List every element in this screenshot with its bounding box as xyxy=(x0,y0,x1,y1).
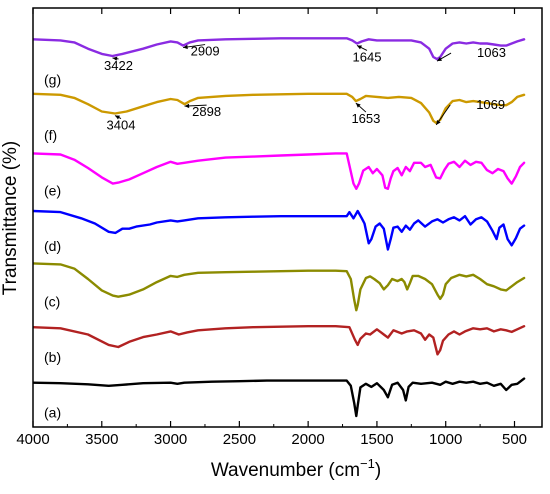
y-axis-title: Transmittance (%) xyxy=(0,141,21,296)
x-tick-layer: 4000 3500 3000 2500 2000 1500 1000 500 xyxy=(16,8,527,448)
x-axis-title-main: Wavenumber (cm xyxy=(211,460,360,481)
annotation-layer: 3422 2909 1645 1063 3404 2898 1653 1069 xyxy=(104,44,506,133)
x-tick-label-4000: 4000 xyxy=(16,431,49,448)
annotation-label: 1063 xyxy=(477,45,506,60)
series-line-g xyxy=(33,37,526,61)
annotation-arrowhead xyxy=(436,120,441,125)
annotation-label: 3404 xyxy=(107,118,136,133)
x-tick-label-3000: 3000 xyxy=(154,431,187,448)
annotation-label: 1645 xyxy=(353,50,382,65)
annotation-1069: 1069 xyxy=(435,97,505,126)
x-axis-title-close: ) xyxy=(375,460,381,481)
annotation-label: 3422 xyxy=(104,58,133,73)
annotation-label: 1069 xyxy=(476,97,505,112)
annotation-arrowhead xyxy=(183,44,188,50)
annotation-arrowhead xyxy=(355,103,361,108)
curve-label-a: (a) xyxy=(44,404,61,420)
x-tick-label-500: 500 xyxy=(502,431,527,448)
annotation-2909: 2909 xyxy=(183,44,220,59)
annotation-arrowhead xyxy=(356,45,362,50)
series-line-a xyxy=(33,377,526,418)
annotation-2898: 2898 xyxy=(184,103,221,119)
annotation-arrowhead xyxy=(184,103,190,109)
series-line-f xyxy=(33,92,526,125)
x-tick-label-2500: 2500 xyxy=(223,431,256,448)
series-line-b xyxy=(33,325,526,356)
series-line-e xyxy=(33,152,526,190)
annotation-1063: 1063 xyxy=(436,45,506,62)
x-axis-title: Wavenumber (cm−1) xyxy=(211,456,381,481)
curve-label-e: (e) xyxy=(44,182,61,198)
annotation-label: 2898 xyxy=(192,104,221,119)
curve-label-g: (g) xyxy=(44,71,61,87)
curve-label-b: (b) xyxy=(44,349,61,365)
curve-label-d: (d) xyxy=(44,238,61,254)
curve-label-f: (f) xyxy=(44,127,57,143)
series-line-d xyxy=(33,209,526,251)
plot-frame xyxy=(32,7,543,428)
annotation-label: 1653 xyxy=(351,111,380,126)
annotation-1645: 1645 xyxy=(353,45,382,65)
series-line-c xyxy=(33,262,526,312)
annotation-arrowhead xyxy=(112,56,118,61)
x-tick-label-1000: 1000 xyxy=(429,431,462,448)
x-tick-label-2000: 2000 xyxy=(291,431,324,448)
x-axis-title-sup: −1 xyxy=(360,456,375,471)
annotation-3404: 3404 xyxy=(107,115,136,133)
series-layer xyxy=(33,37,526,418)
annotation-arrowhead xyxy=(114,115,120,120)
curve-label-c: (c) xyxy=(44,293,60,309)
annotation-label: 2909 xyxy=(191,44,220,59)
x-tick-label-3500: 3500 xyxy=(85,431,118,448)
annotation-1653: 1653 xyxy=(351,102,380,126)
annotation-3422: 3422 xyxy=(104,56,133,73)
annotation-arrowhead xyxy=(437,57,442,62)
curve-label-layer: (a) (b) (c) (d) (e) (f) (g) xyxy=(44,71,61,420)
x-tick-label-1500: 1500 xyxy=(360,431,393,448)
